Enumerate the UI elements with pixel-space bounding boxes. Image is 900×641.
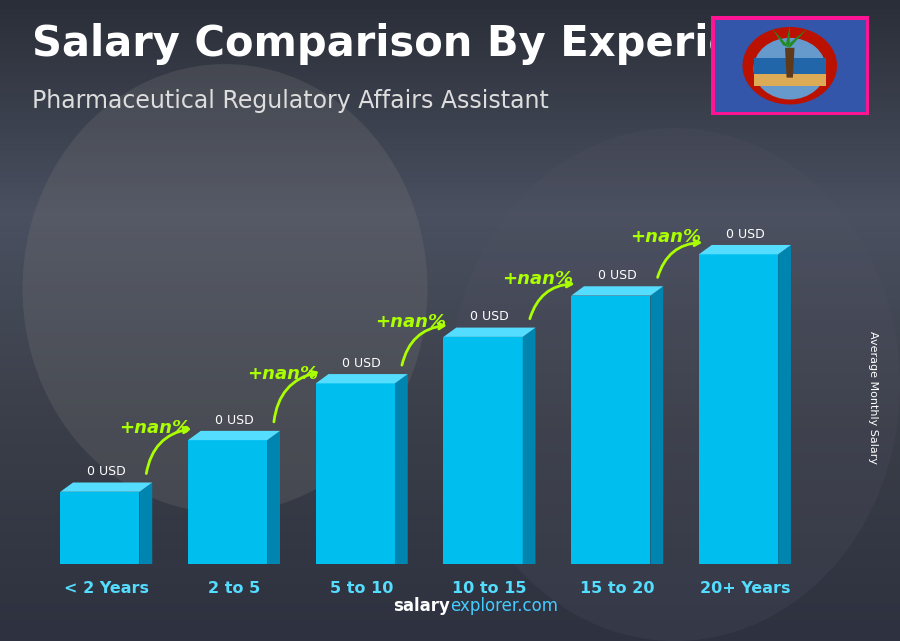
Ellipse shape xyxy=(742,27,837,104)
Text: +nan%: +nan% xyxy=(374,313,446,331)
Text: 0 USD: 0 USD xyxy=(87,465,126,478)
Polygon shape xyxy=(316,383,395,564)
Text: Salary Comparison By Experience: Salary Comparison By Experience xyxy=(32,23,819,65)
Polygon shape xyxy=(699,254,778,564)
Text: 5 to 10: 5 to 10 xyxy=(330,581,393,595)
Polygon shape xyxy=(572,296,651,564)
Polygon shape xyxy=(785,48,795,78)
Polygon shape xyxy=(267,431,280,564)
Text: 10 to 15: 10 to 15 xyxy=(452,581,526,595)
Text: +nan%: +nan% xyxy=(120,419,190,437)
Text: Average Monthly Salary: Average Monthly Salary xyxy=(868,331,878,464)
Polygon shape xyxy=(699,245,791,254)
Polygon shape xyxy=(778,245,791,564)
Text: Pharmaceutical Regulatory Affairs Assistant: Pharmaceutical Regulatory Affairs Assist… xyxy=(32,89,549,113)
Text: +nan%: +nan% xyxy=(502,269,573,288)
Polygon shape xyxy=(60,483,152,492)
Text: 0 USD: 0 USD xyxy=(598,269,636,282)
Text: 0 USD: 0 USD xyxy=(470,310,508,324)
FancyBboxPatch shape xyxy=(711,16,868,115)
Polygon shape xyxy=(444,328,536,337)
Ellipse shape xyxy=(22,64,427,513)
Polygon shape xyxy=(316,374,408,383)
Ellipse shape xyxy=(450,128,900,641)
Polygon shape xyxy=(651,287,663,564)
Text: 0 USD: 0 USD xyxy=(725,228,764,241)
Text: +nan%: +nan% xyxy=(630,228,701,246)
Ellipse shape xyxy=(753,38,826,99)
Text: < 2 Years: < 2 Years xyxy=(64,581,148,595)
Polygon shape xyxy=(786,26,790,48)
Polygon shape xyxy=(572,287,663,296)
Text: 0 USD: 0 USD xyxy=(214,413,254,427)
Text: 0 USD: 0 USD xyxy=(342,357,381,370)
Text: salary: salary xyxy=(393,597,450,615)
Polygon shape xyxy=(790,29,807,48)
Polygon shape xyxy=(188,440,267,564)
Text: 15 to 20: 15 to 20 xyxy=(580,581,654,595)
Polygon shape xyxy=(140,483,152,564)
Polygon shape xyxy=(523,328,536,564)
Polygon shape xyxy=(444,337,523,564)
Polygon shape xyxy=(753,74,826,85)
Text: 20+ Years: 20+ Years xyxy=(699,581,790,595)
Text: 2 to 5: 2 to 5 xyxy=(208,581,260,595)
Polygon shape xyxy=(188,431,280,440)
Polygon shape xyxy=(60,492,140,564)
Text: explorer.com: explorer.com xyxy=(450,597,558,615)
Polygon shape xyxy=(753,58,826,74)
Polygon shape xyxy=(395,374,408,564)
Text: +nan%: +nan% xyxy=(247,365,318,383)
Polygon shape xyxy=(772,29,790,48)
